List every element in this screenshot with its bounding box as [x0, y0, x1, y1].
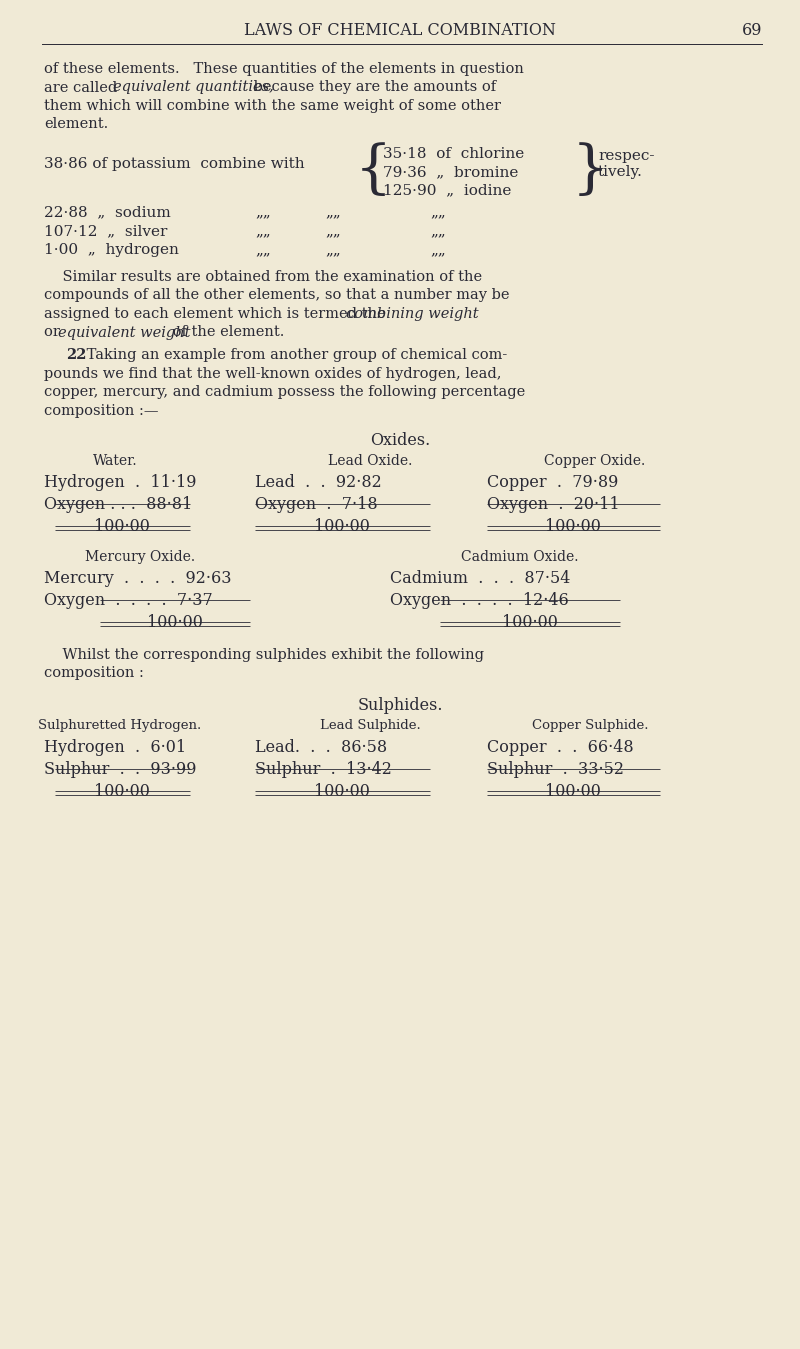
Text: respec-: respec-: [598, 148, 654, 163]
Text: 100·00: 100·00: [545, 518, 601, 536]
Text: 107·12  „  silver: 107·12 „ silver: [44, 224, 167, 237]
Text: „„: „„: [325, 205, 341, 219]
Text: Copper Oxide.: Copper Oxide.: [544, 455, 646, 468]
Text: of the element.: of the element.: [168, 325, 284, 340]
Text: „„: „„: [430, 243, 446, 258]
Text: Hydrogen  .  6·01: Hydrogen . 6·01: [44, 739, 186, 755]
Text: „„: „„: [255, 243, 270, 258]
Text: 100·00: 100·00: [94, 518, 150, 536]
Text: Sulphur  .  .  93·99: Sulphur . . 93·99: [44, 761, 197, 778]
Text: Copper  .  79·89: Copper . 79·89: [487, 473, 618, 491]
Text: Lead Oxide.: Lead Oxide.: [328, 455, 412, 468]
Text: pounds we find that the well-known oxides of hydrogen, lead,: pounds we find that the well-known oxide…: [44, 367, 502, 380]
Text: }: }: [572, 143, 609, 200]
Text: equivalent weight: equivalent weight: [58, 325, 190, 340]
Text: 35·18  of  chlorine: 35·18 of chlorine: [383, 147, 524, 161]
Text: {: {: [355, 143, 392, 200]
Text: 100·00: 100·00: [94, 782, 150, 800]
Text: Whilst the corresponding sulphides exhibit the following: Whilst the corresponding sulphides exhib…: [44, 648, 484, 662]
Text: Oxygen  .  .  .  .  12·46: Oxygen . . . . 12·46: [390, 592, 569, 608]
Text: Lead Sulphide.: Lead Sulphide.: [320, 719, 420, 733]
Text: Lead  .  .  92·82: Lead . . 92·82: [255, 473, 382, 491]
Text: 100·00: 100·00: [314, 782, 370, 800]
Text: because they are the amounts of: because they are the amounts of: [249, 81, 496, 94]
Text: 69: 69: [742, 22, 762, 39]
Text: Oxygen  .  .  .  .  7·37: Oxygen . . . . 7·37: [44, 592, 213, 608]
Text: 100·00: 100·00: [545, 782, 601, 800]
Text: 22: 22: [66, 348, 86, 362]
Text: „„: „„: [255, 205, 270, 219]
Text: Mercury  .  .  .  .  92·63: Mercury . . . . 92·63: [44, 571, 231, 587]
Text: Copper  .  .  66·48: Copper . . 66·48: [487, 739, 634, 755]
Text: Taking an example from another group of chemical com-: Taking an example from another group of …: [82, 348, 507, 362]
Text: „„: „„: [255, 224, 270, 237]
Text: „„: „„: [430, 205, 446, 219]
Text: Sulphuretted Hydrogen.: Sulphuretted Hydrogen.: [38, 719, 202, 733]
Text: Oxides.: Oxides.: [370, 432, 430, 449]
Text: Sulphur  .  33·52: Sulphur . 33·52: [487, 761, 624, 778]
Text: „„: „„: [325, 224, 341, 237]
Text: Lead.  .  .  86·58: Lead. . . 86·58: [255, 739, 387, 755]
Text: Cadmium  .  .  .  87·54: Cadmium . . . 87·54: [390, 571, 570, 587]
Text: LAWS OF CHEMICAL COMBINATION: LAWS OF CHEMICAL COMBINATION: [244, 22, 556, 39]
Text: „„: „„: [325, 243, 341, 258]
Text: composition :: composition :: [44, 666, 144, 680]
Text: Copper Sulphide.: Copper Sulphide.: [532, 719, 648, 733]
Text: assigned to each element which is termed the: assigned to each element which is termed…: [44, 308, 390, 321]
Text: 125·90  „  iodine: 125·90 „ iodine: [383, 183, 511, 197]
Text: Sulphur  .  13·42: Sulphur . 13·42: [255, 761, 392, 778]
Text: are called: are called: [44, 81, 122, 94]
Text: Oxygen  .  7·18: Oxygen . 7·18: [255, 496, 378, 513]
Text: of these elements.   These quantities of the elements in question: of these elements. These quantities of t…: [44, 62, 524, 76]
Text: 1·00  „  hydrogen: 1·00 „ hydrogen: [44, 243, 179, 258]
Text: them which will combine with the same weight of some other: them which will combine with the same we…: [44, 98, 501, 113]
Text: tively.: tively.: [598, 165, 643, 179]
Text: Hydrogen  .  11·19: Hydrogen . 11·19: [44, 473, 197, 491]
Text: Cadmium Oxide.: Cadmium Oxide.: [462, 550, 578, 564]
Text: 22·88  „  sodium: 22·88 „ sodium: [44, 205, 170, 219]
Text: Oxygen . . .  88·81: Oxygen . . . 88·81: [44, 496, 192, 513]
Text: element.: element.: [44, 117, 108, 131]
Text: composition :—: composition :—: [44, 403, 158, 417]
Text: combining weight: combining weight: [346, 308, 478, 321]
Text: or: or: [44, 325, 65, 340]
Text: 100·00: 100·00: [314, 518, 370, 536]
Text: „„: „„: [430, 224, 446, 237]
Text: 100·00: 100·00: [147, 614, 203, 631]
Text: 79·36  „  bromine: 79·36 „ bromine: [383, 165, 518, 179]
Text: Similar results are obtained from the examination of the: Similar results are obtained from the ex…: [44, 270, 482, 285]
Text: 100·00: 100·00: [502, 614, 558, 631]
Text: Oxygen  .  20·11: Oxygen . 20·11: [487, 496, 620, 513]
Text: Sulphides.: Sulphides.: [358, 697, 442, 714]
Text: equivalent quantities,: equivalent quantities,: [113, 81, 274, 94]
Text: 38·86 of potassium  combine with: 38·86 of potassium combine with: [44, 156, 305, 171]
Text: Water.: Water.: [93, 455, 138, 468]
Text: copper, mercury, and cadmium possess the following percentage: copper, mercury, and cadmium possess the…: [44, 384, 526, 399]
Text: compounds of all the other elements, so that a number may be: compounds of all the other elements, so …: [44, 289, 510, 302]
Text: Mercury Oxide.: Mercury Oxide.: [85, 550, 195, 564]
